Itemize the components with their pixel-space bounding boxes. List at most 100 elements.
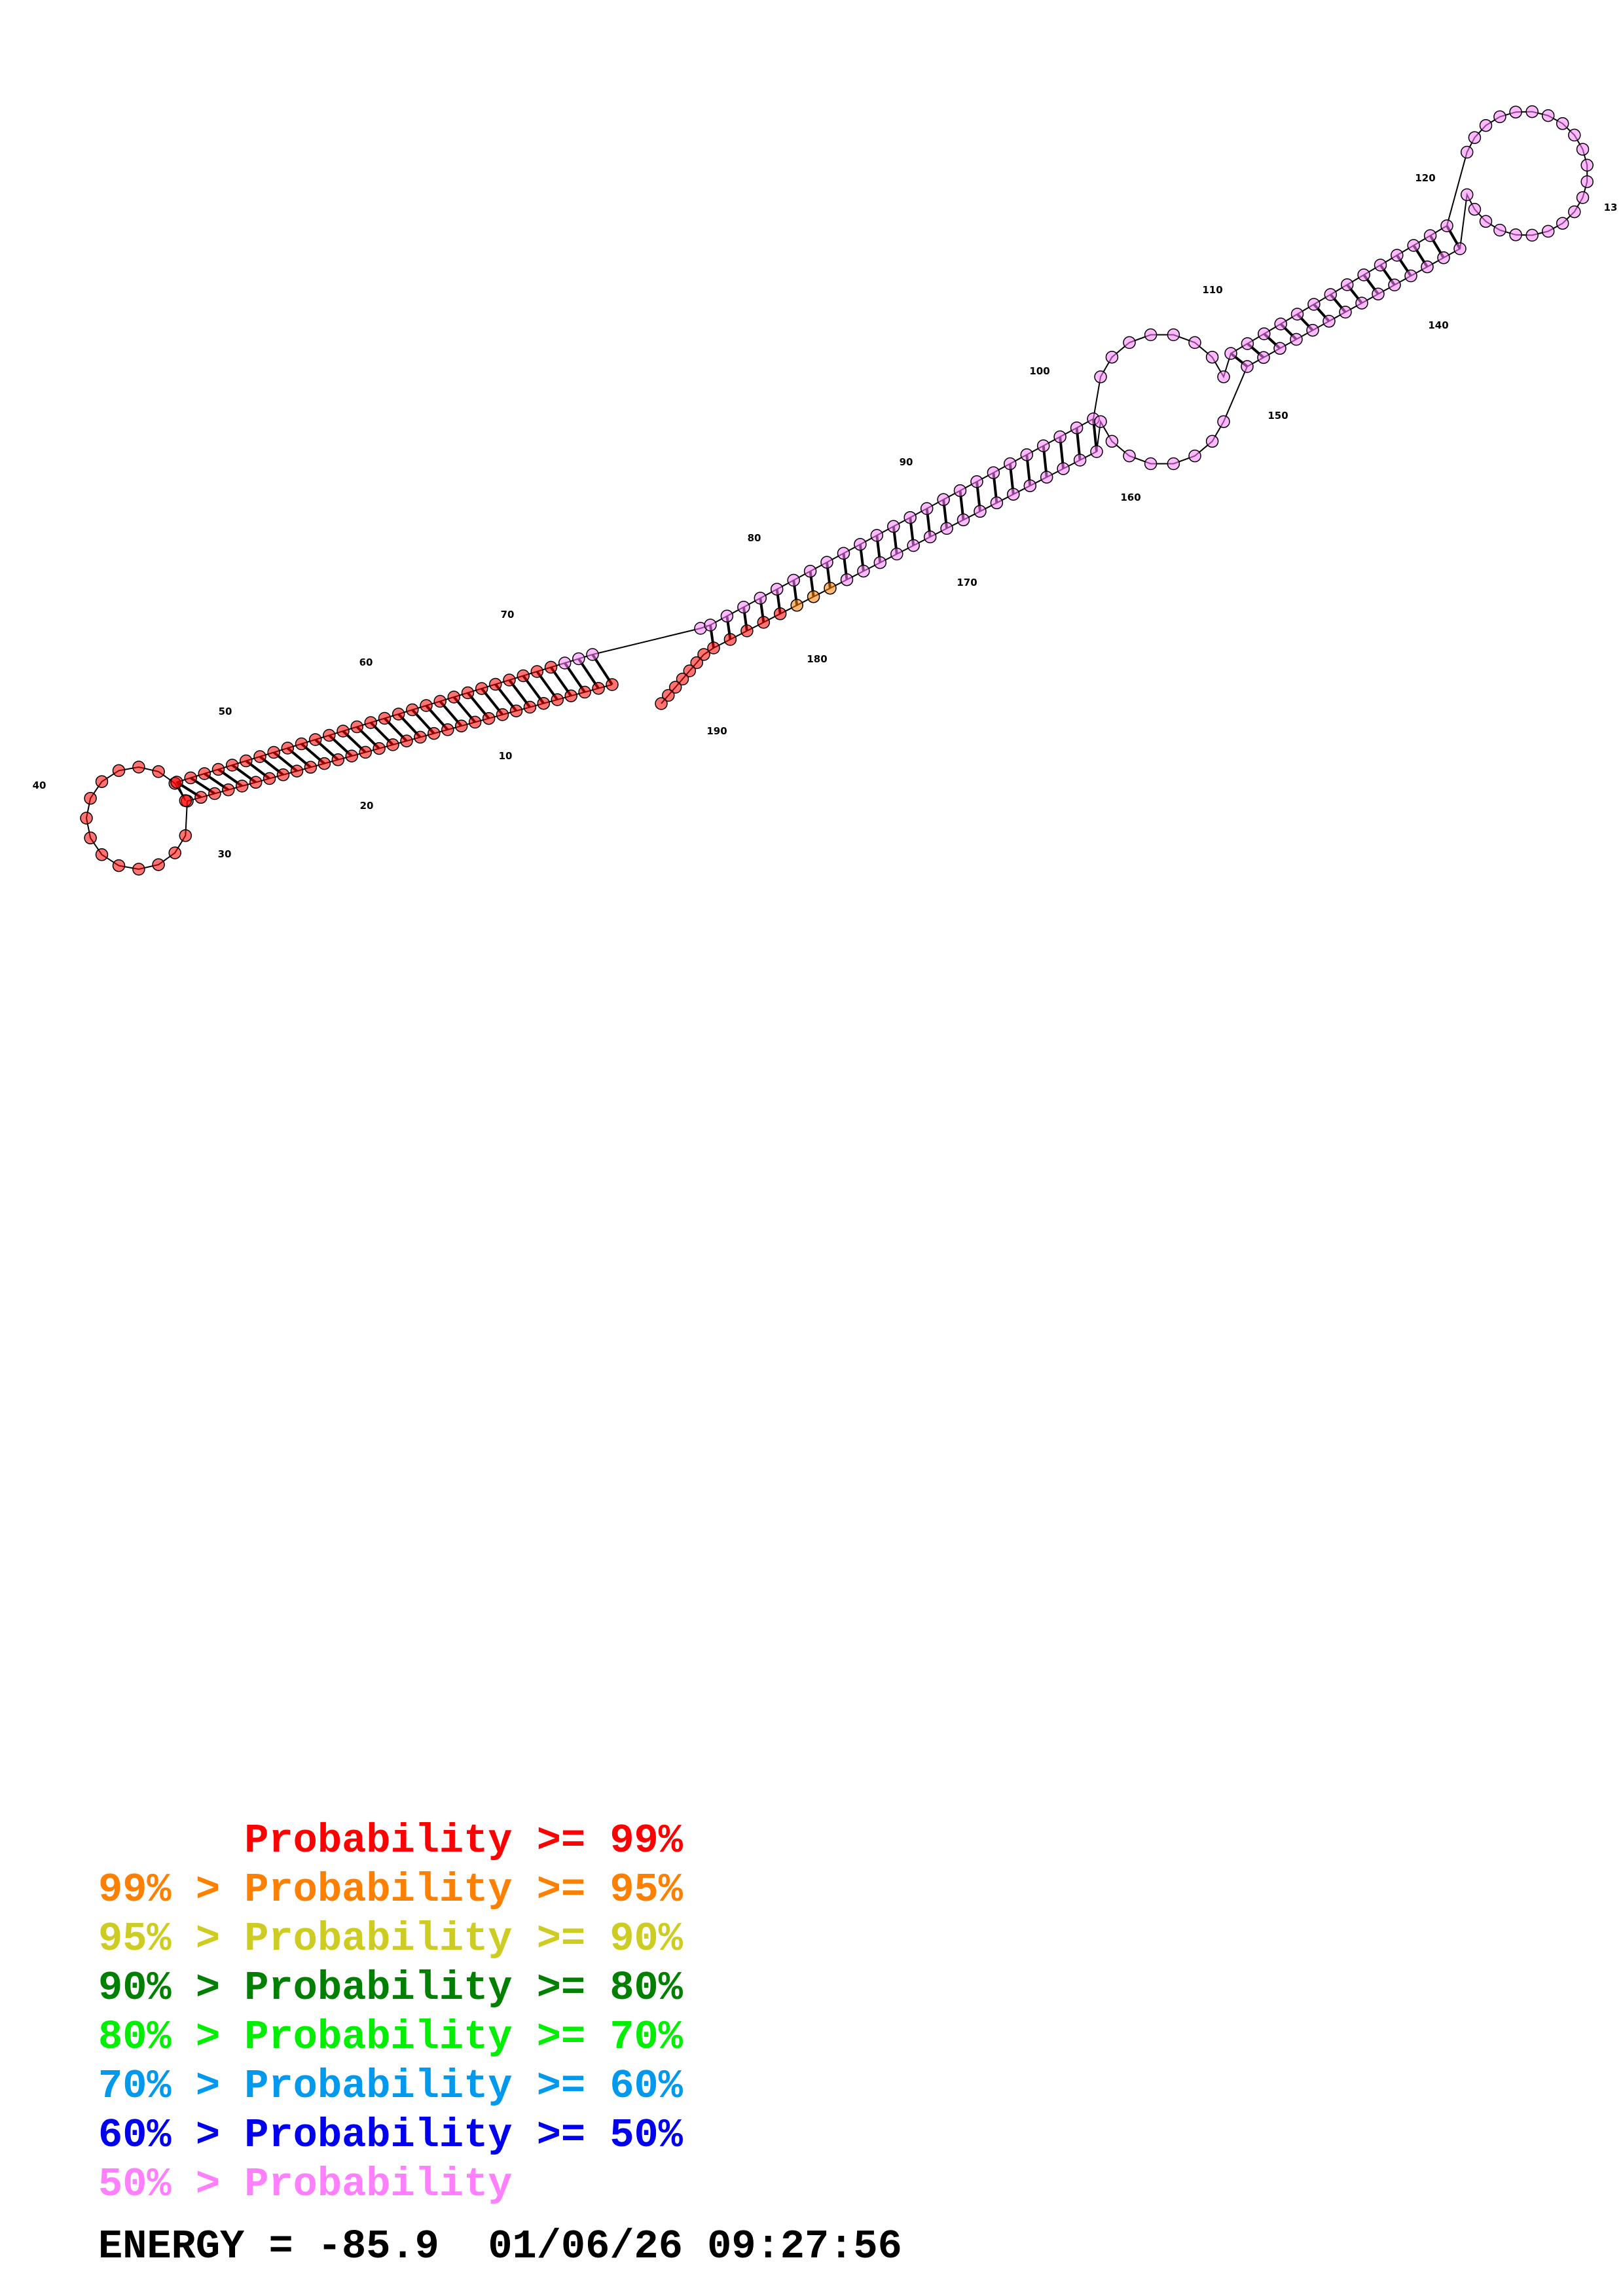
- nucleotide: [1568, 128, 1581, 142]
- nucleotide: [683, 664, 697, 677]
- position-label: 100: [1029, 365, 1049, 377]
- nucleotide: [112, 764, 126, 778]
- legend-prefix: [98, 1818, 244, 1864]
- nucleotide: [740, 624, 754, 637]
- nucleotide: [1576, 191, 1590, 204]
- nucleotide: [1340, 278, 1354, 291]
- nucleotide: [1580, 175, 1594, 188]
- nucleotide: [249, 776, 263, 789]
- nucleotide: [386, 738, 399, 751]
- legend-label: Probability >= 95%: [244, 1867, 683, 1913]
- nucleotide: [1144, 328, 1158, 342]
- nucleotide: [704, 619, 717, 632]
- nucleotide: [807, 590, 820, 603]
- legend-label: Probability >= 99%: [244, 1818, 683, 1864]
- legend-label: Probability: [244, 2161, 513, 2208]
- nucleotide: [1290, 308, 1304, 321]
- nucleotide: [1357, 268, 1370, 281]
- nucleotide: [373, 742, 386, 755]
- nucleotide: [359, 745, 372, 759]
- nucleotide: [707, 641, 720, 655]
- nucleotide: [770, 583, 784, 596]
- nucleotide: [1541, 224, 1555, 238]
- nucleotide: [1453, 242, 1467, 255]
- legend-prefix: 95% >: [98, 1916, 245, 1962]
- nucleotide: [1525, 228, 1539, 242]
- nucleotide: [475, 682, 488, 695]
- nucleotide: [606, 678, 619, 691]
- nucleotide: [1105, 435, 1119, 448]
- nucleotide: [152, 858, 165, 871]
- nucleotide: [1355, 296, 1368, 310]
- nucleotides: [80, 105, 1594, 876]
- nucleotide: [211, 762, 225, 776]
- position-label: 140: [1428, 319, 1448, 331]
- nucleotide: [662, 689, 675, 702]
- position-label: 80: [748, 532, 761, 544]
- nucleotide: [1205, 350, 1219, 364]
- position-label: 30: [218, 848, 232, 860]
- nucleotide: [854, 537, 867, 551]
- legend-row: 50% > Probability: [98, 2164, 513, 2205]
- nucleotide: [907, 539, 920, 552]
- nucleotide: [537, 696, 551, 710]
- legend-prefix: 90% >: [98, 1965, 245, 2011]
- nucleotide: [551, 693, 564, 706]
- nucleotide: [1374, 259, 1387, 272]
- nucleotide: [820, 556, 833, 569]
- nucleotide: [1070, 421, 1084, 435]
- nucleotide: [920, 502, 934, 515]
- nucleotide: [530, 665, 544, 678]
- nucleotide: [668, 681, 682, 694]
- nucleotide: [1440, 219, 1453, 232]
- nucleotide: [345, 749, 358, 762]
- nucleotide: [179, 794, 192, 808]
- nucleotide: [757, 616, 771, 629]
- nucleotide: [903, 511, 917, 524]
- nucleotide: [690, 656, 703, 670]
- legend-prefix: 70% >: [98, 2063, 245, 2109]
- nucleotide: [787, 573, 800, 587]
- legend-prefix: 50% >: [98, 2161, 245, 2208]
- nucleotide: [737, 600, 750, 614]
- legend-prefix: 99% >: [98, 1867, 245, 1913]
- nucleotide: [1217, 370, 1230, 384]
- legend-prefix: 60% >: [98, 2112, 245, 2159]
- nucleotide: [428, 726, 441, 740]
- nucleotide: [803, 565, 817, 578]
- nucleotide: [723, 633, 737, 646]
- position-label: 90: [900, 456, 913, 468]
- nucleotide: [1090, 445, 1103, 458]
- nucleotide: [350, 720, 363, 734]
- nucleotide: [198, 767, 211, 780]
- nucleotide: [482, 711, 496, 725]
- nucleotide: [1123, 449, 1136, 463]
- nucleotide: [870, 529, 884, 542]
- nucleotide: [1257, 351, 1270, 364]
- nucleotide: [572, 652, 585, 666]
- legend-label: Probability >= 50%: [244, 2112, 683, 2159]
- nucleotide: [420, 699, 433, 712]
- position-label: 170: [957, 577, 977, 588]
- nucleotide: [1493, 223, 1506, 237]
- legend-label: Probability >= 90%: [244, 1916, 683, 1962]
- nucleotide: [95, 775, 109, 788]
- nucleotide: [112, 859, 126, 872]
- nucleotide: [970, 475, 983, 488]
- nucleotide: [308, 733, 322, 746]
- nucleotide: [544, 660, 558, 674]
- nucleotide: [323, 728, 336, 742]
- nucleotide: [940, 522, 953, 535]
- nucleotide: [184, 771, 197, 785]
- nucleotide: [235, 780, 249, 793]
- legend-row: Probability >= 99%: [98, 1821, 683, 1861]
- nucleotide: [267, 745, 280, 759]
- legend-row: 99% > Probability >= 95%: [98, 1870, 683, 1910]
- nucleotide: [406, 703, 419, 717]
- nucleotide: [461, 686, 475, 700]
- nucleotide: [132, 761, 145, 774]
- nucleotide: [509, 704, 523, 717]
- nucleotide: [1460, 145, 1474, 159]
- nucleotide: [1556, 117, 1569, 130]
